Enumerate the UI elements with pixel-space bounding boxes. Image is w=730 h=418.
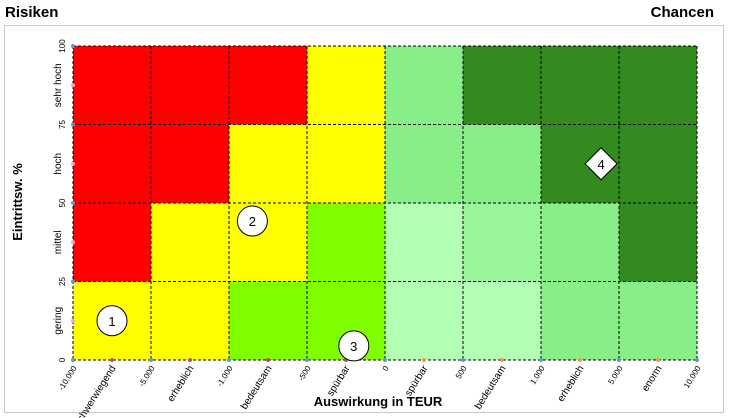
marker-circle bbox=[338, 330, 370, 362]
y-category-label: gering bbox=[53, 307, 64, 335]
x-tick-label: 0 bbox=[381, 364, 391, 373]
x-tick-dot bbox=[383, 358, 387, 362]
matrix-cell bbox=[73, 203, 151, 282]
matrix-cell bbox=[307, 46, 385, 125]
marker-label: 1 bbox=[108, 314, 115, 329]
matrix-cell bbox=[229, 46, 307, 125]
matrix-cell bbox=[463, 46, 541, 125]
y-tick-label: 25 bbox=[58, 277, 67, 286]
y-category-label: sehr hoch bbox=[53, 63, 64, 107]
x-tick-dot bbox=[695, 358, 699, 362]
matrix-cell bbox=[619, 203, 697, 282]
marker-label: 4 bbox=[597, 157, 604, 172]
y-category-label: hoch bbox=[53, 153, 64, 175]
matrix-cell bbox=[463, 124, 541, 203]
y-tick-dot bbox=[71, 122, 75, 127]
x-tick-dot bbox=[617, 358, 621, 362]
x-tick-label: -10.000 bbox=[57, 364, 79, 392]
matrix-cell bbox=[151, 203, 229, 282]
x-tick-label: -1.000 bbox=[215, 364, 235, 388]
matrix-cell bbox=[619, 124, 697, 203]
marker-circle bbox=[96, 305, 128, 337]
x-tick-dot bbox=[227, 358, 231, 362]
x-category-label: erheblich bbox=[166, 364, 197, 404]
matrix-cell bbox=[151, 281, 229, 360]
matrix-cell bbox=[619, 281, 697, 360]
matrix-cell bbox=[541, 281, 619, 360]
x-category-label: schwerwiegend bbox=[73, 364, 119, 418]
risks-title: Risiken bbox=[5, 4, 59, 21]
y-category-dot bbox=[71, 318, 75, 323]
y-category-dot bbox=[71, 161, 75, 166]
matrix-cell bbox=[541, 46, 619, 125]
x-tick-dot bbox=[149, 358, 153, 362]
matrix-cell bbox=[229, 281, 307, 360]
matrix-cell bbox=[385, 281, 463, 360]
marker-circle bbox=[236, 205, 268, 237]
matrix-cell bbox=[151, 124, 229, 203]
matrix-cell bbox=[385, 124, 463, 203]
x-category-dot bbox=[656, 358, 660, 362]
matrix-cell bbox=[463, 203, 541, 282]
y-category-label: mittel bbox=[53, 230, 64, 254]
matrix-cell bbox=[541, 203, 619, 282]
x-tick-label: 5.000 bbox=[606, 364, 625, 386]
x-category-label: bedeutsam bbox=[239, 364, 275, 412]
x-category-label: bedeutsam bbox=[473, 364, 509, 412]
x-tick-label: -500 bbox=[297, 364, 313, 383]
x-category-dot bbox=[188, 358, 192, 362]
x-category-dot bbox=[500, 358, 504, 362]
matrix-cell bbox=[463, 281, 541, 360]
x-tick-label: 10.000 bbox=[682, 364, 703, 390]
matrix-cell bbox=[619, 46, 697, 125]
x-category-dot bbox=[266, 358, 270, 362]
x-category-dot bbox=[110, 358, 114, 362]
y-axis-label: Eintrittsw. % bbox=[10, 163, 25, 241]
x-tick-dot bbox=[461, 358, 465, 362]
x-tick-label: 500 bbox=[454, 364, 469, 381]
x-tick-label: -5.000 bbox=[137, 364, 157, 388]
x-category-dot bbox=[422, 358, 426, 362]
matrix-cell bbox=[385, 203, 463, 282]
marker-diamond bbox=[584, 147, 618, 181]
y-tick-dot bbox=[71, 279, 75, 284]
x-category-label: erheblich bbox=[556, 364, 587, 404]
x-tick-label: 1.000 bbox=[528, 364, 547, 386]
marker-label: 3 bbox=[350, 339, 357, 354]
matrix-cell bbox=[151, 46, 229, 125]
chart-frame bbox=[4, 25, 724, 413]
y-category-dot bbox=[71, 83, 75, 88]
marker-label: 2 bbox=[249, 214, 256, 229]
matrix-cell bbox=[73, 124, 151, 203]
matrix-cell bbox=[385, 46, 463, 125]
matrix-cell bbox=[307, 203, 385, 282]
x-category-dot bbox=[578, 358, 582, 362]
y-category-dot bbox=[71, 240, 75, 245]
y-tick-label: 100 bbox=[58, 39, 67, 53]
y-tick-dot bbox=[71, 201, 75, 205]
matrix-cell bbox=[307, 124, 385, 203]
x-category-label: enorm bbox=[640, 364, 664, 394]
y-tick-label: 0 bbox=[58, 357, 67, 362]
x-tick-dot bbox=[305, 358, 309, 362]
matrix-cell bbox=[73, 46, 151, 125]
matrix-cell bbox=[229, 124, 307, 203]
y-tick-dot bbox=[71, 358, 75, 362]
y-tick-label: 50 bbox=[58, 198, 67, 207]
x-axis-label: Auswirkung in TEUR bbox=[314, 394, 443, 409]
chances-title: Chancen bbox=[650, 4, 714, 21]
y-tick-label: 75 bbox=[58, 120, 67, 129]
x-tick-dot bbox=[539, 358, 543, 362]
y-tick-dot bbox=[71, 44, 75, 48]
